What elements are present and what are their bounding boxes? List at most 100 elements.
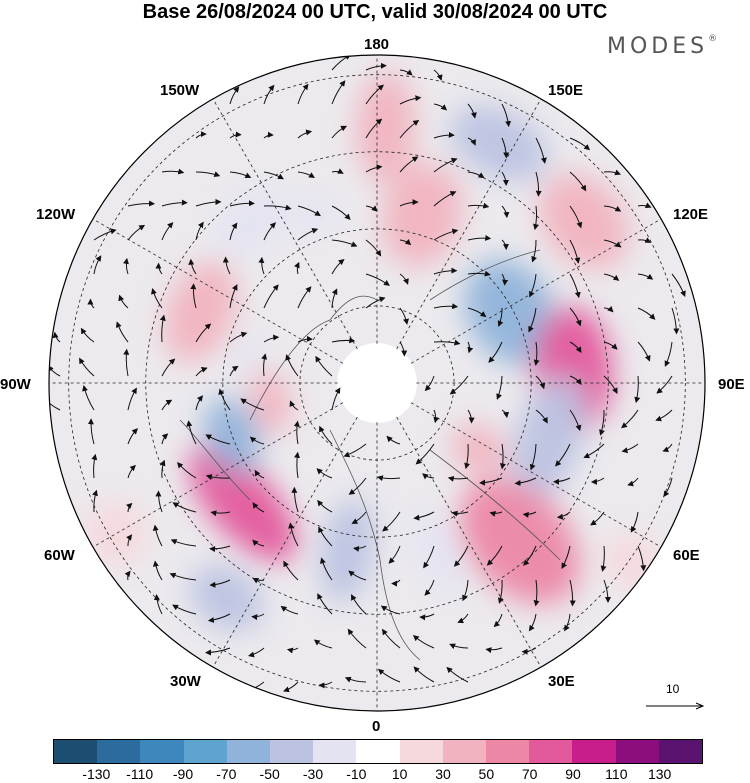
wind-arrow — [319, 425, 333, 445]
colorbar-swatch — [572, 740, 616, 763]
colorbar-tick-label: 10 — [391, 766, 408, 782]
wind-arrow — [286, 647, 299, 654]
wind-arrow — [522, 511, 537, 518]
anomaly-patch — [464, 259, 557, 366]
lon-label-180: 180 — [364, 36, 390, 53]
wind-arrow — [161, 399, 173, 411]
wind-arrow — [124, 570, 131, 581]
wind-arrow — [318, 681, 333, 689]
coastlines — [179, 249, 561, 661]
wind-arrow — [381, 628, 401, 649]
wind-arrow — [177, 461, 197, 479]
wind-arrow — [365, 296, 386, 309]
wind-arrow — [603, 341, 618, 350]
wind-arrow — [433, 191, 457, 207]
reference-vector: 10 — [646, 682, 706, 712]
wind-arrow — [188, 258, 197, 275]
wind-arrow — [283, 560, 299, 581]
wind-arrow — [535, 375, 546, 390]
wind-arrow — [153, 594, 163, 615]
wind-arrow — [365, 239, 382, 257]
wind-arrow — [386, 435, 401, 445]
wind-arrow — [433, 157, 458, 173]
wind-arrow — [467, 202, 490, 209]
wind-arrow — [297, 335, 313, 343]
wind-arrow — [590, 477, 605, 485]
wind-arrow — [433, 228, 459, 241]
colorbar-tick-label: -70 — [216, 766, 237, 782]
wind-arrow — [531, 239, 537, 263]
meridian-line — [410, 402, 662, 548]
wind-arrow — [348, 477, 367, 495]
wind-arrow — [229, 171, 252, 179]
meridian-line — [212, 416, 358, 668]
wind-arrow — [152, 524, 163, 547]
wind-arrow — [331, 239, 358, 247]
wind-arrow — [229, 331, 248, 343]
wind-arrow — [413, 666, 435, 683]
wind-arrow — [87, 418, 95, 445]
wind-arrow — [457, 613, 469, 624]
wind-arrow — [79, 357, 95, 377]
wind-arrow — [170, 539, 197, 547]
wind-arrow — [380, 605, 401, 615]
wind-arrow — [529, 273, 537, 298]
colorbar-swatch — [529, 740, 573, 763]
wind-arrow — [351, 594, 367, 615]
wind-arrow — [52, 331, 61, 343]
wind-arrow — [529, 443, 537, 471]
lon-label-120w: 120W — [36, 206, 76, 223]
wind-arrow — [600, 545, 607, 572]
wind-arrow — [263, 131, 274, 139]
lon-label-120e: 120E — [673, 206, 709, 223]
wind-arrow — [344, 676, 367, 683]
wind-arrow — [664, 341, 673, 367]
wind-arrow — [313, 639, 333, 649]
colorbar-swatch — [442, 740, 487, 763]
wind-arrow — [365, 164, 383, 173]
wind-arrow — [433, 409, 440, 424]
wind-arrow — [331, 205, 351, 221]
wind-arrow — [261, 353, 268, 377]
wind-arrow — [488, 341, 503, 363]
wind-arrow — [263, 284, 279, 309]
map-title: Base 26/08/2024 00 UTC, valid 30/08/2024… — [142, 1, 608, 23]
wind-arrow — [553, 477, 571, 485]
wind-arrow — [365, 273, 390, 286]
wind-arrow — [399, 307, 409, 325]
wind-arrow — [449, 643, 469, 650]
wind-arrow — [462, 579, 469, 602]
wind-arrow — [285, 354, 299, 377]
colorbar-tick-label: -10 — [346, 766, 367, 782]
wind-arrow — [263, 222, 277, 241]
colorbar-swatch — [270, 740, 314, 763]
wind-arrow — [123, 348, 130, 377]
colorbar-tick-label: 50 — [478, 766, 495, 782]
wind-arrow — [590, 511, 605, 526]
colorbar-swatch — [226, 740, 271, 763]
wind-arrow — [399, 199, 419, 207]
wind-arrow — [254, 469, 265, 479]
wind-arrow — [564, 613, 571, 632]
wind-arrow — [252, 502, 265, 513]
wind-arrow — [159, 459, 166, 479]
wind-arrow — [637, 307, 656, 320]
wind-arrow — [603, 375, 618, 394]
wind-arrow — [127, 387, 137, 411]
wind-arrow — [365, 62, 387, 71]
wind-arrow — [297, 83, 309, 105]
wind-arrow — [501, 137, 510, 159]
meridian-line — [396, 98, 542, 350]
wind-arrow — [399, 273, 409, 285]
wind-arrow — [533, 205, 539, 231]
wind-arrow — [569, 375, 582, 385]
wind-arrow — [229, 222, 238, 241]
wind-arrow — [331, 125, 347, 139]
wind-arrow — [433, 303, 459, 310]
anomaly-patch — [250, 369, 291, 435]
wind-arrow — [93, 228, 117, 241]
wind-arrow — [320, 557, 333, 581]
wind-arrow — [671, 307, 680, 335]
wind-arrow — [569, 239, 581, 264]
wind-arrow — [317, 593, 333, 615]
